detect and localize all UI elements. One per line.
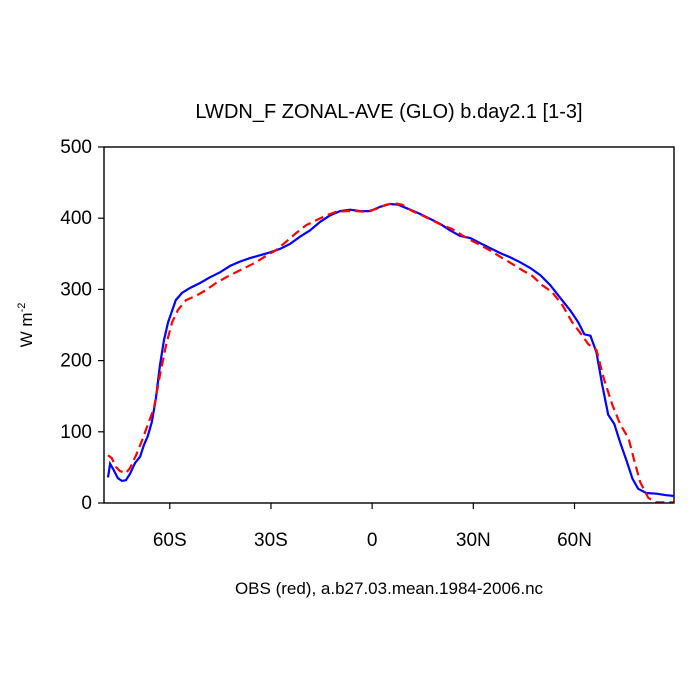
plot-frame [103, 146, 675, 504]
x-axis-label: OBS (red), a.b27.03.mean.1984-2006.nc [235, 579, 544, 598]
y-axis-label: W m-2 [16, 303, 36, 348]
y-tick-label: 0 [81, 493, 92, 514]
x-tick-label: 30N [456, 530, 491, 551]
x-tick-label: 60N [557, 530, 592, 551]
y-label-base: W m [17, 312, 36, 347]
data-line [107, 202, 674, 504]
y-tick-label: 200 [60, 351, 92, 372]
y-label-superscript: -2 [16, 303, 28, 313]
x-tick-label: 0 [367, 530, 378, 551]
y-tick-label: 300 [60, 279, 92, 300]
y-tick-label: 500 [60, 137, 92, 158]
x-tick-label: 30S [254, 530, 288, 551]
x-tick-label: 60S [153, 530, 187, 551]
y-tick-label: 100 [60, 422, 92, 443]
y-tick-label: 400 [60, 208, 92, 229]
chart-title: LWDN_F ZONAL-AVE (GLO) b.day2.1 [1-3] [195, 101, 582, 123]
